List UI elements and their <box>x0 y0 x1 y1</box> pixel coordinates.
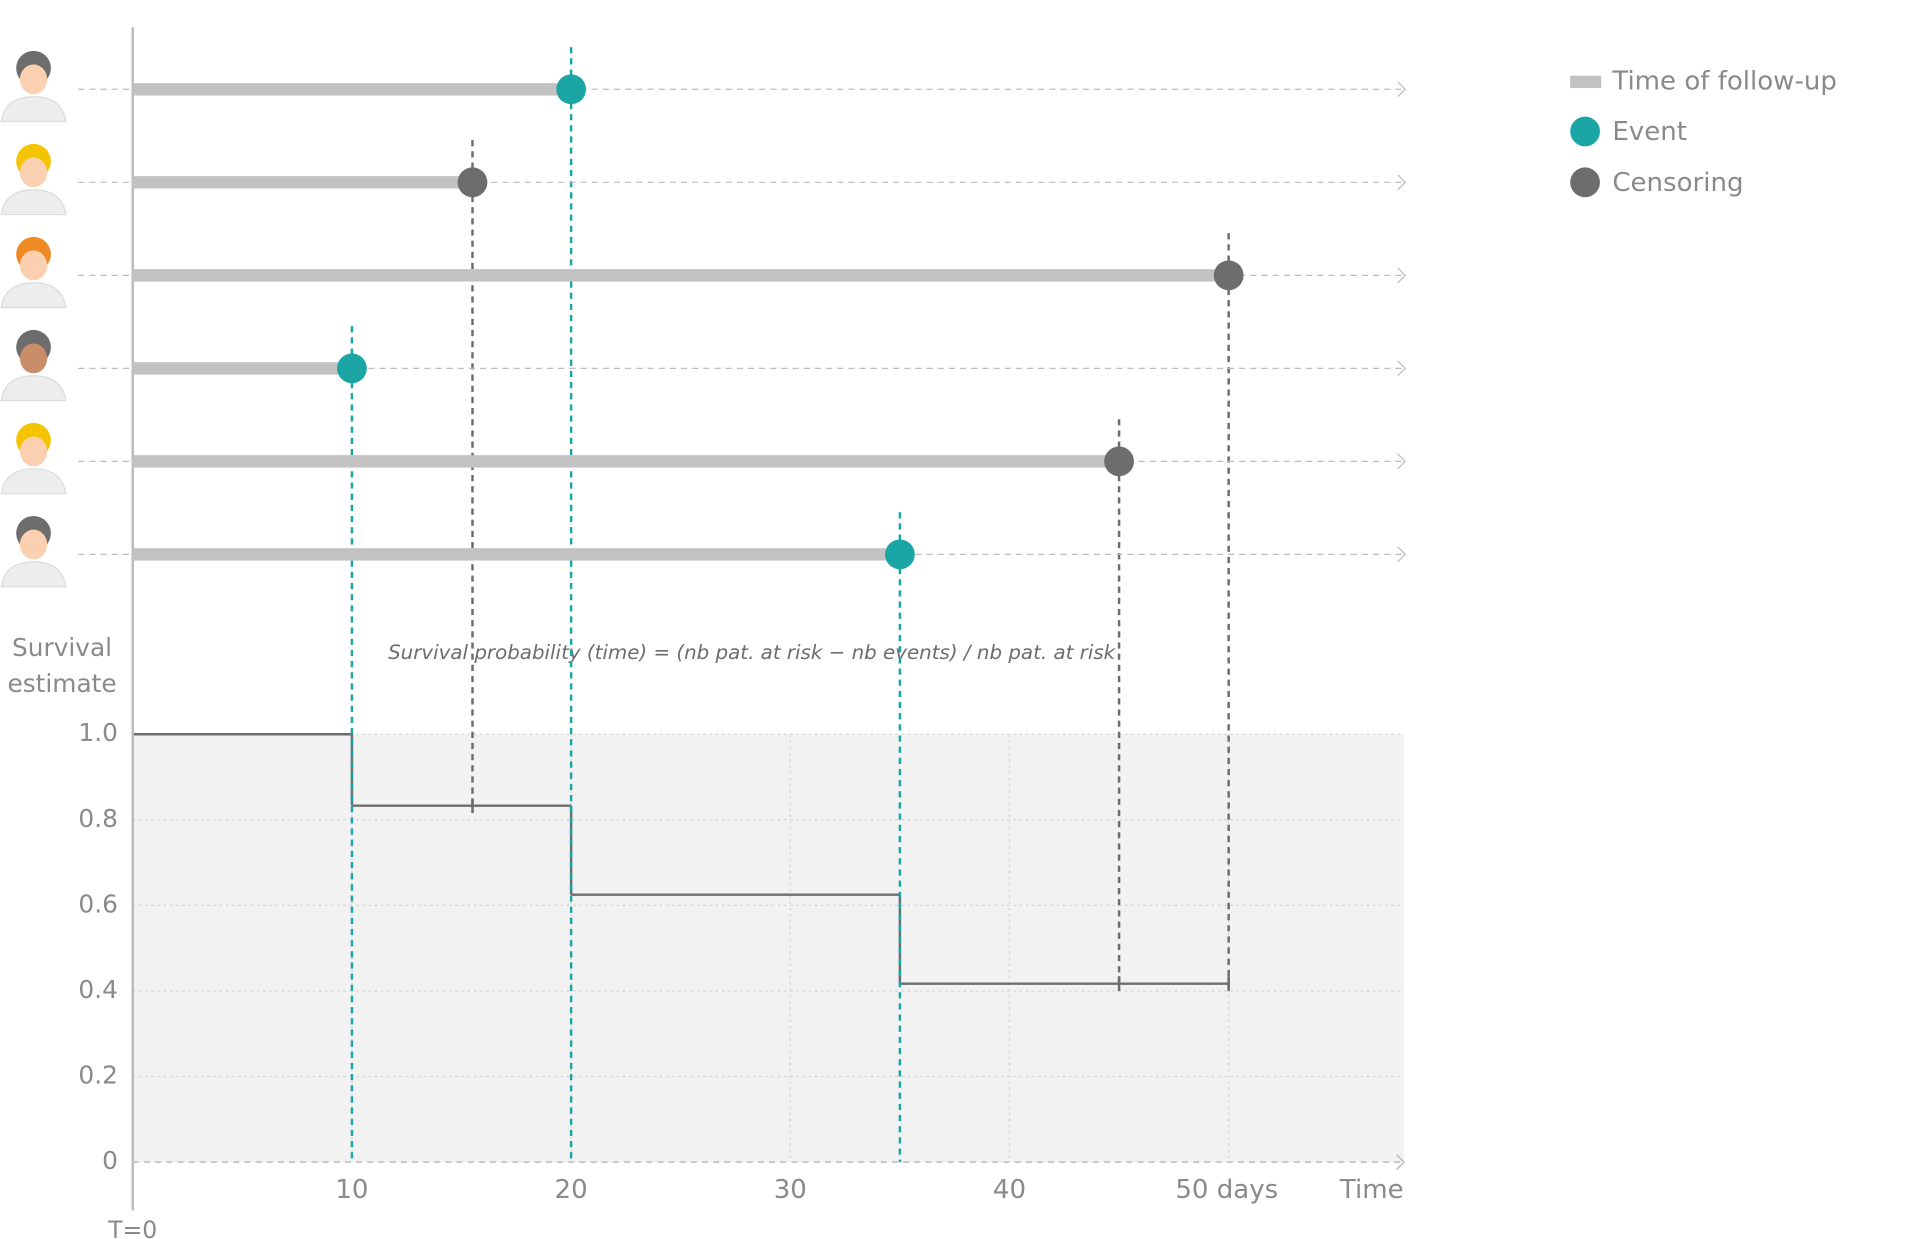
y-axis-label-box: Survival estimate <box>7 632 117 699</box>
row-arrow <box>1397 546 1407 563</box>
follow-up-bar <box>132 362 352 375</box>
formula: Survival probability (time) = (nb pat. a… <box>388 641 1117 664</box>
patient-face <box>19 157 48 188</box>
plot-background <box>132 734 1405 1163</box>
legend: Time of follow-up Event Censoring <box>1570 66 1837 198</box>
row-arrow <box>1397 81 1407 98</box>
x-tick-label: 50 days <box>1175 1175 1278 1205</box>
legend-label: Censoring <box>1612 168 1743 198</box>
patient-face <box>19 529 48 560</box>
patient-body <box>0 189 67 216</box>
row-arrow <box>1397 453 1407 470</box>
patient-body <box>0 282 67 309</box>
row-arrow <box>1397 174 1407 191</box>
event-dot <box>885 539 915 570</box>
row-arrow <box>1397 360 1407 377</box>
x-tick-label: 10 <box>335 1175 368 1205</box>
patient-face <box>19 250 48 281</box>
y-tick-label: 0.2 <box>78 1061 117 1090</box>
censoring-dot <box>457 167 488 198</box>
x-axis-label: Time <box>1339 1175 1404 1205</box>
follow-up-bar <box>132 548 900 561</box>
patient-body <box>0 375 67 402</box>
y-tick-label: 0 <box>102 1146 118 1175</box>
origin-label: T=0 <box>107 1216 157 1239</box>
x-tick-label: 20 <box>555 1175 588 1205</box>
legend-swatch <box>1570 167 1600 198</box>
follow-up-bar <box>132 455 1120 468</box>
legend-swatch <box>1570 116 1600 147</box>
y-tick-label: 0.8 <box>78 804 117 833</box>
patient-face <box>19 436 48 467</box>
x-tick-label: 40 <box>993 1175 1026 1205</box>
row-arrow <box>1397 267 1407 284</box>
patient-body <box>0 468 67 495</box>
event-dot <box>556 74 587 105</box>
x-tick-label: 30 <box>774 1175 807 1205</box>
patient-face <box>19 64 48 95</box>
follow-up-bar <box>132 269 1229 282</box>
follow-up-bar <box>132 83 572 96</box>
y-axis-label: Survival estimate <box>7 632 117 699</box>
censoring-dot <box>1104 446 1134 477</box>
y-tick-label: 0.4 <box>78 975 117 1004</box>
y-tick-label: 0.6 <box>78 889 117 918</box>
legend-label: Time of follow-up <box>1611 66 1837 96</box>
legend-swatch <box>1570 75 1602 89</box>
event-dot <box>337 353 367 384</box>
legend-label: Event <box>1612 117 1687 147</box>
patient-body <box>0 561 67 588</box>
patient-body <box>0 96 67 123</box>
patient-rows <box>0 47 1407 1163</box>
x-axis-arrow <box>1396 1154 1406 1171</box>
follow-up-bar <box>132 176 473 189</box>
y-tick-label: 1.0 <box>78 718 117 747</box>
censoring-dot <box>1213 260 1244 291</box>
patient-face <box>19 343 48 374</box>
